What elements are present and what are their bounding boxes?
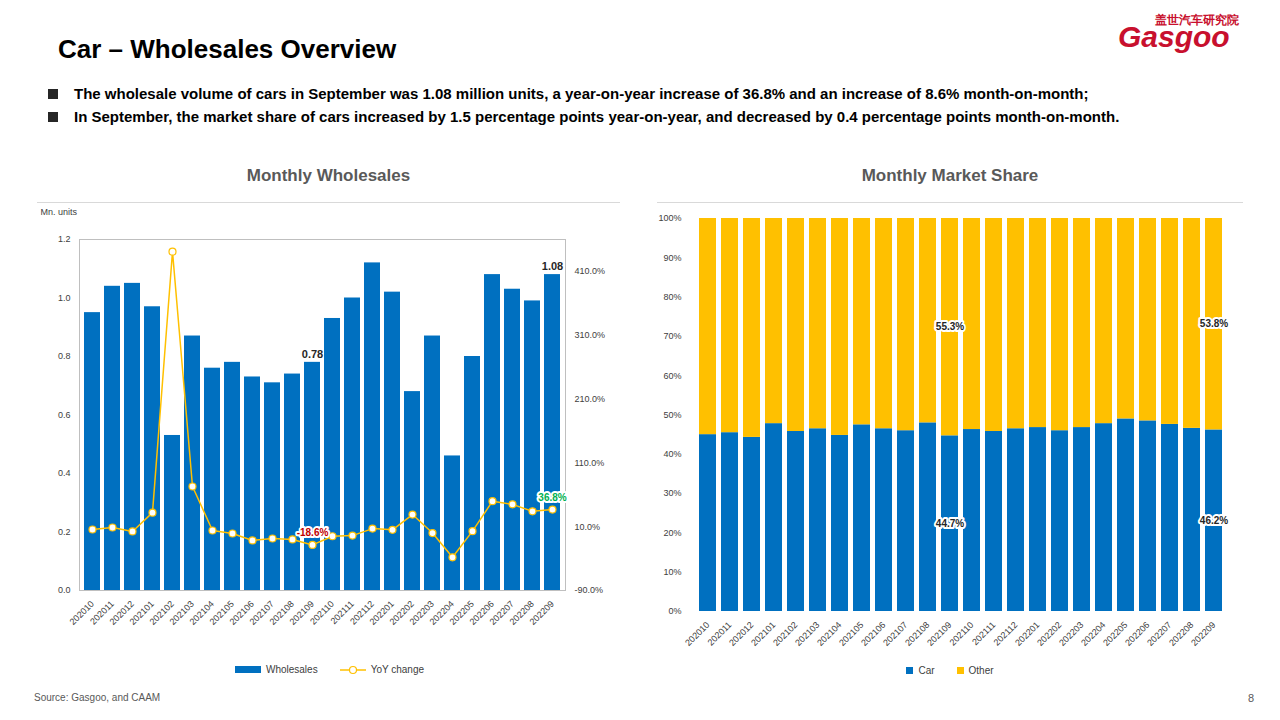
svg-text:202208: 202208 bbox=[1167, 619, 1196, 648]
svg-text:202108: 202108 bbox=[903, 619, 932, 648]
svg-text:310.0%: 310.0% bbox=[575, 330, 606, 340]
svg-text:202108: 202108 bbox=[267, 598, 296, 627]
svg-text:202202: 202202 bbox=[1035, 619, 1064, 648]
svg-text:202204: 202204 bbox=[1079, 619, 1108, 648]
svg-text:202109: 202109 bbox=[287, 598, 316, 627]
svg-text:0%: 0% bbox=[668, 606, 681, 616]
svg-text:0.0: 0.0 bbox=[58, 585, 71, 595]
svg-text:-90.0%: -90.0% bbox=[575, 585, 604, 595]
svg-text:202101: 202101 bbox=[127, 598, 156, 627]
svg-text:202203: 202203 bbox=[407, 598, 436, 627]
svg-text:202204: 202204 bbox=[427, 598, 456, 627]
svg-text:70%: 70% bbox=[663, 331, 681, 341]
svg-text:30%: 30% bbox=[663, 488, 681, 498]
svg-text:202112: 202112 bbox=[348, 598, 376, 627]
svg-text:202111: 202111 bbox=[328, 598, 356, 627]
svg-text:202208: 202208 bbox=[507, 598, 536, 627]
html-text:盖世汽车研究院: 盖世汽车研究院 bbox=[1155, 13, 1239, 27]
svg-text:202103: 202103 bbox=[167, 598, 196, 627]
svg-text:202111: 202111 bbox=[970, 619, 998, 648]
svg-text:202207: 202207 bbox=[487, 598, 516, 627]
svg-text:100%: 100% bbox=[658, 213, 681, 223]
html-text:Other: Other bbox=[968, 665, 994, 676]
svg-text:202106: 202106 bbox=[227, 598, 256, 627]
svg-text:0.78: 0.78 bbox=[302, 348, 323, 360]
svg-text:202104: 202104 bbox=[815, 619, 844, 648]
svg-text:202109: 202109 bbox=[925, 620, 953, 648]
html-text:Monthly Market Share: Monthly Market Share bbox=[861, 166, 1039, 185]
svg-text:10.0%: 10.0% bbox=[575, 522, 601, 532]
svg-text:60%: 60% bbox=[663, 371, 681, 381]
svg-text:0.4: 0.4 bbox=[58, 468, 71, 478]
svg-text:202105: 202105 bbox=[207, 598, 236, 627]
svg-text:202107: 202107 bbox=[881, 619, 910, 648]
svg-text:53.8%: 53.8% bbox=[1200, 318, 1228, 329]
svg-text:202203: 202203 bbox=[1057, 619, 1086, 648]
html-text:The wholesale volume of cars i: The wholesale volume of cars in Septembe… bbox=[74, 85, 1089, 102]
svg-text:202209: 202209 bbox=[528, 599, 556, 627]
svg-text:0.6: 0.6 bbox=[58, 410, 71, 420]
svg-text:202206: 202206 bbox=[1123, 619, 1152, 648]
svg-text:10%: 10% bbox=[663, 567, 681, 577]
svg-text:-18.6%: -18.6% bbox=[297, 527, 329, 538]
svg-text:202106: 202106 bbox=[859, 619, 888, 648]
html-text:8: 8 bbox=[1248, 692, 1255, 704]
svg-text:202105: 202105 bbox=[837, 619, 866, 648]
svg-text:50%: 50% bbox=[663, 410, 681, 420]
svg-text:202011: 202011 bbox=[88, 598, 116, 627]
html-text:Source: Gasgoo, and CAAM: Source: Gasgoo, and CAAM bbox=[34, 692, 161, 703]
svg-text:202110: 202110 bbox=[948, 620, 976, 648]
svg-text:202209: 202209 bbox=[1189, 620, 1217, 648]
svg-text:1.08: 1.08 bbox=[542, 260, 563, 272]
svg-text:1.0: 1.0 bbox=[58, 293, 71, 303]
svg-text:80%: 80% bbox=[663, 292, 681, 302]
svg-text:202201: 202201 bbox=[367, 598, 396, 627]
html-text:In September, the market share: In September, the market share of cars i… bbox=[74, 108, 1120, 125]
svg-text:202112: 202112 bbox=[991, 619, 1020, 648]
svg-text:202010: 202010 bbox=[67, 598, 96, 627]
svg-text:202011: 202011 bbox=[705, 619, 734, 648]
svg-text:410.0%: 410.0% bbox=[575, 266, 606, 276]
svg-text:110.0%: 110.0% bbox=[575, 458, 605, 468]
svg-text:44.7%: 44.7% bbox=[936, 518, 964, 529]
svg-text:202205: 202205 bbox=[1101, 619, 1130, 648]
svg-text:202102: 202102 bbox=[771, 619, 800, 648]
svg-text:Mn. units: Mn. units bbox=[41, 207, 78, 217]
svg-text:202110: 202110 bbox=[308, 598, 336, 627]
svg-text:202201: 202201 bbox=[1013, 619, 1042, 648]
svg-text:202206: 202206 bbox=[467, 598, 496, 627]
svg-text:202107: 202107 bbox=[247, 598, 276, 627]
svg-text:0.8: 0.8 bbox=[58, 351, 71, 361]
html-text:Wholesales: Wholesales bbox=[266, 664, 318, 675]
svg-text:20%: 20% bbox=[663, 528, 681, 538]
svg-text:202012: 202012 bbox=[107, 598, 136, 627]
svg-text:202010: 202010 bbox=[683, 620, 711, 648]
svg-text:202205: 202205 bbox=[447, 598, 476, 627]
svg-text:36.8%: 36.8% bbox=[538, 492, 566, 503]
html-text:Gasgoo: Gasgoo bbox=[1118, 20, 1230, 53]
svg-text:202207: 202207 bbox=[1145, 619, 1174, 648]
svg-text:202101: 202101 bbox=[749, 619, 778, 648]
svg-text:46.2%: 46.2% bbox=[1200, 515, 1228, 526]
html-text:Monthly Wholesales: Monthly Wholesales bbox=[246, 166, 411, 185]
svg-text:202103: 202103 bbox=[793, 619, 822, 648]
html-text:Car: Car bbox=[918, 665, 935, 676]
svg-text:202102: 202102 bbox=[147, 598, 176, 627]
svg-text:202104: 202104 bbox=[187, 598, 216, 627]
svg-text:40%: 40% bbox=[663, 449, 681, 459]
svg-text:202012: 202012 bbox=[727, 619, 756, 648]
svg-text:90%: 90% bbox=[663, 253, 681, 263]
svg-text:0.2: 0.2 bbox=[58, 527, 71, 537]
svg-text:1.2: 1.2 bbox=[58, 234, 71, 244]
html-text:Car – Wholesales Overview: Car – Wholesales Overview bbox=[58, 34, 397, 64]
svg-text:202202: 202202 bbox=[387, 598, 416, 627]
svg-text:210.0%: 210.0% bbox=[575, 394, 606, 404]
svg-text:55.3%: 55.3% bbox=[936, 321, 964, 332]
html-text:YoY change: YoY change bbox=[370, 664, 424, 675]
